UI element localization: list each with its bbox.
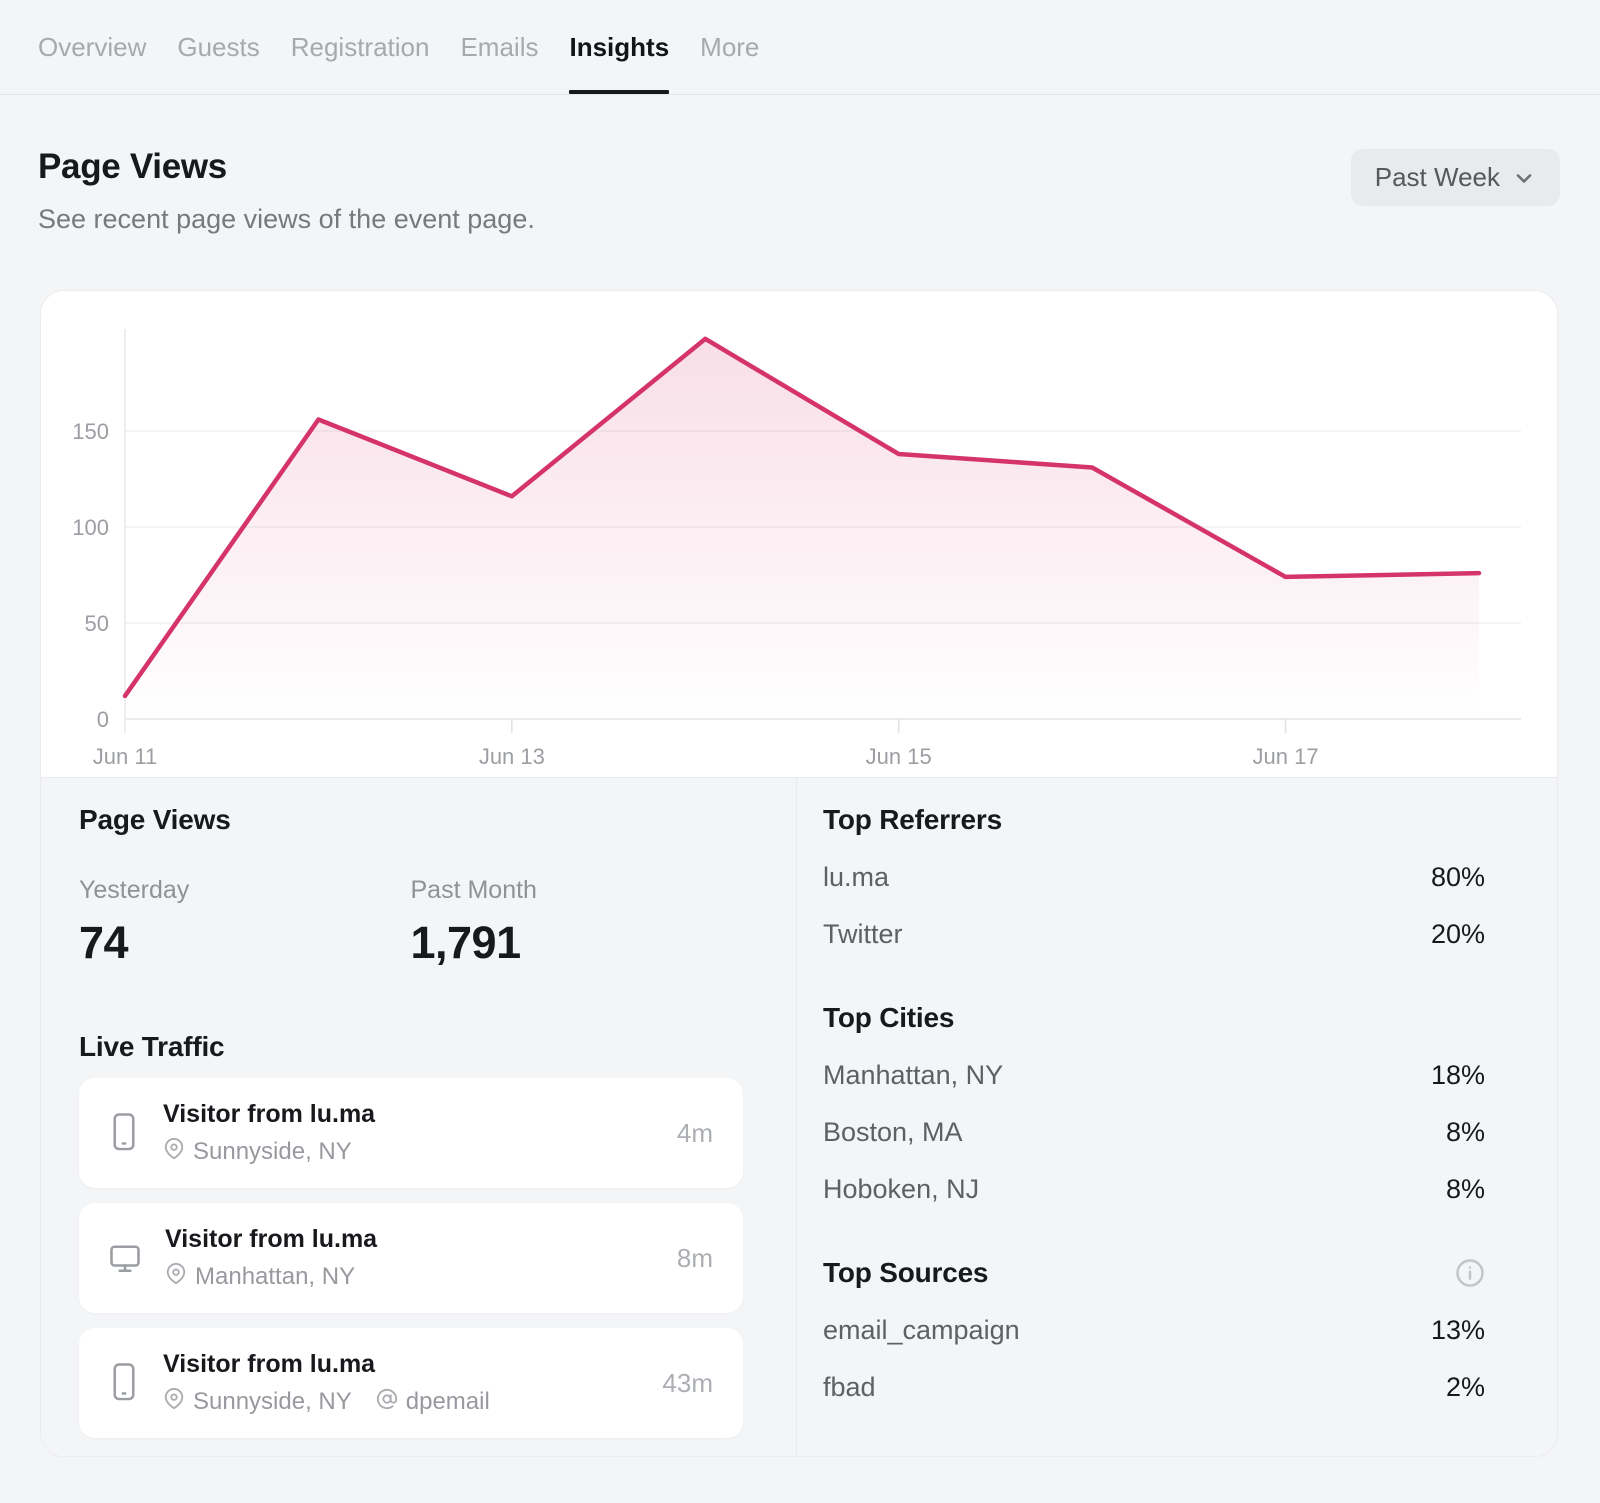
svg-text:Jun 17: Jun 17 xyxy=(1253,744,1319,769)
stats-right-column: Top Referrers lu.ma 80% Twitter 20% Top … xyxy=(797,778,1557,1456)
source-row: fbad 2% xyxy=(823,1372,1485,1403)
stat-label: Yesterday xyxy=(79,876,190,904)
source-row: email_campaign 13% xyxy=(823,1315,1485,1346)
page-views-stats-title: Page Views xyxy=(79,804,231,835)
live-traffic-item: Visitor from lu.ma Sunnyside, NY xyxy=(79,1328,743,1438)
stat-yesterday: Yesterday 74 xyxy=(79,876,411,969)
city-value: 8% xyxy=(1445,1174,1485,1204)
city-label: Manhattan, NY xyxy=(823,1060,1004,1090)
visit-time: 43m xyxy=(662,1367,713,1398)
stats-left-column: Page Views Yesterday 74 Past Month 1,791… xyxy=(41,778,797,1456)
date-range-dropdown[interactable]: Past Week xyxy=(1350,149,1560,206)
referrer-label: Twitter xyxy=(823,919,903,949)
top-cities-title: Top Cities xyxy=(823,1002,955,1033)
stat-label: Past Month xyxy=(410,876,537,904)
tab-emails[interactable]: Emails xyxy=(460,31,539,62)
referrer-value: 20% xyxy=(1430,919,1485,949)
top-referrers-title: Top Referrers xyxy=(823,804,1002,835)
source-label: email_campaign xyxy=(823,1315,1020,1345)
visitor-location: Manhattan, NY xyxy=(195,1263,356,1290)
svg-text:Jun 15: Jun 15 xyxy=(866,744,932,769)
city-label: Boston, MA xyxy=(823,1117,963,1147)
desktop-device-icon xyxy=(107,1240,143,1276)
location-pin-icon xyxy=(165,1262,187,1292)
referrer-row: lu.ma 80% xyxy=(823,862,1485,893)
city-value: 18% xyxy=(1430,1060,1485,1090)
tab-more[interactable]: More xyxy=(700,31,760,62)
source-label: fbad xyxy=(823,1372,876,1402)
page-subtitle: See recent page views of the event page. xyxy=(38,204,535,234)
tab-overview[interactable]: Overview xyxy=(38,31,147,62)
referrer-value: 80% xyxy=(1430,862,1485,892)
stat-past-month: Past Month 1,791 xyxy=(411,876,743,969)
page-title: Page Views xyxy=(38,147,227,186)
page-header: Page Views See recent page views of the … xyxy=(0,95,1600,235)
mobile-device-icon xyxy=(107,1112,141,1154)
visitor-title: Visitor from lu.ma xyxy=(163,1349,376,1378)
visitor-location: Sunnyside, NY xyxy=(193,1388,352,1415)
chevron-down-icon xyxy=(1512,166,1536,190)
city-row: Boston, MA 8% xyxy=(823,1117,1485,1148)
visit-time: 8m xyxy=(676,1242,713,1273)
visit-time: 4m xyxy=(676,1117,713,1148)
svg-text:Jun 11: Jun 11 xyxy=(93,744,157,769)
referrer-label: lu.ma xyxy=(823,862,890,892)
top-nav: Overview Guests Registration Emails Insi… xyxy=(0,0,1600,95)
at-sign-icon xyxy=(376,1388,398,1417)
date-range-label: Past Week xyxy=(1374,162,1500,192)
stats-row: Yesterday 74 Past Month 1,791 xyxy=(79,876,742,969)
top-sources-title: Top Sources xyxy=(823,1257,989,1288)
stat-value: 74 xyxy=(79,917,129,968)
source-value: 2% xyxy=(1445,1372,1485,1402)
location-pin-icon xyxy=(163,1137,185,1167)
mobile-device-icon xyxy=(107,1362,141,1404)
svg-text:50: 50 xyxy=(85,611,109,636)
tab-insights[interactable]: Insights xyxy=(569,0,669,94)
referrer-row: Twitter 20% xyxy=(823,919,1485,950)
visitor-location: Sunnyside, NY xyxy=(193,1138,352,1165)
tab-guests[interactable]: Guests xyxy=(177,31,260,62)
location-pin-icon xyxy=(163,1387,185,1417)
visitor-title: Visitor from lu.ma xyxy=(165,1224,378,1253)
stat-value: 1,791 xyxy=(410,917,522,968)
stats-panel: Page Views Yesterday 74 Past Month 1,791… xyxy=(41,777,1557,1456)
live-traffic-item: Visitor from lu.ma Sunnyside, NY 4m xyxy=(79,1078,743,1188)
visitor-title: Visitor from lu.ma xyxy=(163,1099,376,1128)
city-row: Manhattan, NY 18% xyxy=(823,1060,1485,1091)
page-views-card: 0 50 100 150 Jun 11 Jun 13 Jun 15 Jun 17 Page V… xyxy=(40,290,1558,1457)
live-traffic-item: Visitor from lu.ma Manhattan, NY 8m xyxy=(79,1203,743,1313)
source-value: 13% xyxy=(1430,1315,1485,1345)
info-icon[interactable] xyxy=(1455,1258,1485,1288)
visitor-source: dpemail xyxy=(405,1388,490,1415)
city-value: 8% xyxy=(1445,1117,1485,1147)
city-row: Hoboken, NJ 8% xyxy=(823,1174,1485,1205)
svg-text:Jun 13: Jun 13 xyxy=(479,744,545,769)
live-traffic-title: Live Traffic xyxy=(79,1031,225,1062)
svg-text:0: 0 xyxy=(97,707,109,732)
page-views-chart[interactable]: 0 50 100 150 Jun 11 Jun 13 Jun 15 Jun 17 xyxy=(41,291,1557,777)
city-label: Hoboken, NJ xyxy=(823,1174,980,1204)
tab-registration[interactable]: Registration xyxy=(290,31,430,62)
svg-text:150: 150 xyxy=(72,419,109,444)
svg-text:100: 100 xyxy=(72,515,109,540)
